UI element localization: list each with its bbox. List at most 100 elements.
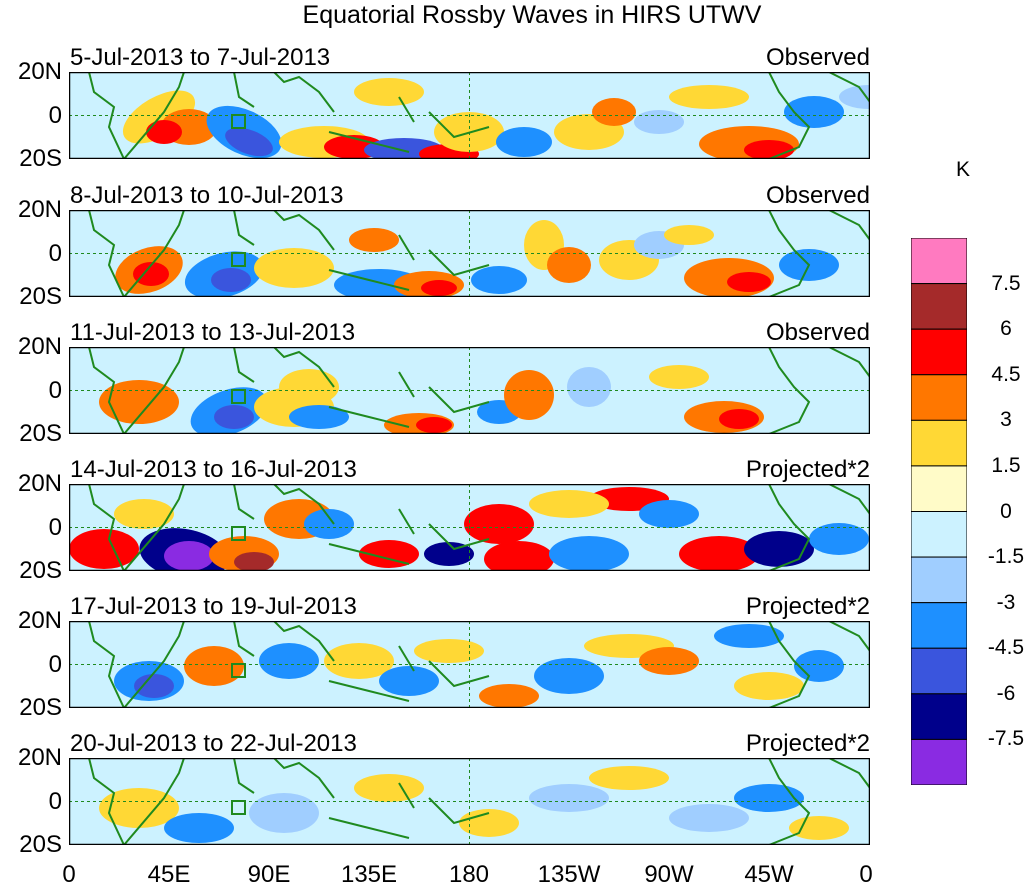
coastline — [88, 347, 870, 434]
contour-region — [304, 509, 354, 539]
contour-region — [719, 409, 759, 429]
colorbar-level-label: -6 — [996, 681, 1016, 705]
y-tick-label: 0 — [48, 787, 62, 815]
panel-kind-label: Observed — [765, 182, 870, 209]
panel-date-range: 8-Jul-2013 to 10-Jul-2013 — [70, 182, 344, 209]
y-tick-label: 0 — [48, 101, 62, 129]
x-tick-label: 0 — [859, 861, 873, 888]
coastline — [88, 210, 870, 297]
contour-region — [714, 624, 784, 648]
contour-region — [809, 523, 869, 555]
map-panel — [69, 621, 870, 708]
contour-region — [649, 365, 709, 389]
x-tick-label: 180 — [448, 861, 490, 888]
colorbar-level-label: 7.5 — [991, 271, 1021, 295]
y-tick-label: 20S — [19, 694, 62, 721]
contour-region — [639, 500, 699, 528]
contour-region — [734, 672, 804, 700]
map-panel — [69, 210, 870, 297]
colorbar-level-label: -4.5 — [987, 636, 1024, 660]
contour-region — [484, 541, 554, 571]
y-tick-label: 20S — [19, 557, 62, 584]
y-tick-label: 20N — [17, 470, 62, 497]
panel-kind-label: Projected*2 — [745, 730, 870, 757]
colorbar-level-label: 1.5 — [991, 453, 1021, 477]
contour-region — [354, 78, 424, 106]
contour-region — [349, 228, 399, 252]
x-tick-label: 0 — [62, 861, 76, 888]
map-panel — [69, 484, 870, 571]
colorbar-level-label: 3 — [1000, 408, 1012, 432]
coastline — [88, 758, 870, 845]
y-tick-label: 20N — [17, 607, 62, 634]
contour-region — [114, 499, 174, 529]
panel-frame — [69, 621, 870, 708]
contour-region — [416, 417, 452, 433]
y-tick-label: 0 — [48, 376, 62, 404]
map-panel — [69, 72, 870, 159]
contour-region — [211, 268, 251, 292]
contour-region — [471, 266, 527, 294]
contour-region — [459, 809, 519, 837]
colorbar — [911, 238, 967, 785]
contour-region — [359, 540, 419, 568]
contour-region — [479, 684, 539, 708]
panel-date-range: 14-Jul-2013 to 16-Jul-2013 — [70, 456, 357, 483]
contour-region — [789, 816, 849, 840]
y-tick-label: 20S — [19, 831, 62, 858]
panel-frame — [69, 484, 870, 571]
contour-region — [496, 127, 552, 157]
contour-region — [529, 784, 609, 812]
y-tick-label: 20N — [17, 58, 62, 85]
colorbar-segment — [911, 419, 967, 467]
x-tick-label: 90W — [644, 861, 694, 888]
colorbar-level-label: 6 — [1000, 317, 1012, 341]
panel-date-range: 17-Jul-2013 to 19-Jul-2013 — [70, 593, 357, 620]
contour-region — [679, 536, 759, 571]
contour-region — [234, 552, 274, 571]
contour-region — [69, 529, 139, 569]
chart-title: Equatorial Rossby Waves in HIRS UTWV — [302, 1, 762, 29]
colorbar-segment — [911, 511, 967, 558]
colorbar-segment — [911, 647, 967, 695]
contour-region — [592, 98, 636, 126]
contour-region — [669, 804, 749, 832]
contour-region — [734, 784, 804, 812]
contour-region — [184, 646, 244, 686]
panel-frame — [69, 72, 870, 159]
contour-region — [547, 247, 591, 283]
map-panel — [69, 758, 870, 845]
panel-kind-label: Projected*2 — [745, 593, 870, 620]
colorbar-segment — [911, 602, 967, 649]
y-tick-label: 20N — [17, 333, 62, 360]
colorbar-level-label: -1.5 — [987, 545, 1024, 569]
y-tick-label: 20N — [17, 196, 62, 223]
contour-region — [324, 643, 394, 679]
contour-region — [214, 405, 254, 429]
contour-region — [289, 405, 349, 429]
contour-region — [464, 504, 534, 544]
y-tick-label: 20N — [17, 744, 62, 771]
contour-region — [727, 272, 771, 292]
contour-region — [634, 110, 684, 134]
contour-region — [424, 542, 474, 566]
contour-region — [134, 674, 174, 698]
y-tick-label: 0 — [48, 650, 62, 678]
y-tick-label: 20S — [19, 283, 62, 310]
coastline — [88, 621, 870, 708]
contour-region — [529, 490, 609, 518]
contour-region — [379, 666, 439, 696]
contour-region — [664, 225, 714, 245]
panel-frame — [69, 758, 870, 845]
contour-region — [567, 367, 611, 407]
x-tick-label: 45E — [147, 861, 191, 888]
contour-region — [133, 262, 169, 286]
contour-region — [225, 127, 273, 157]
colorbar-level-label: 4.5 — [991, 362, 1021, 386]
contour-region — [279, 369, 339, 405]
y-tick-label: 20S — [19, 420, 62, 447]
contour-region — [784, 96, 844, 128]
contour-region — [794, 650, 844, 682]
colorbar-segment — [911, 238, 967, 285]
y-tick-label: 0 — [48, 513, 62, 541]
